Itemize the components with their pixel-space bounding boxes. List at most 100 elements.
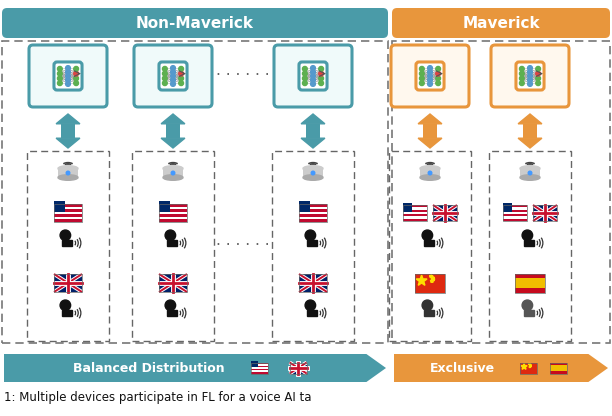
Circle shape xyxy=(162,76,167,81)
Bar xyxy=(289,362,307,374)
Circle shape xyxy=(171,66,176,70)
Bar xyxy=(61,124,75,138)
Bar xyxy=(550,362,567,374)
Bar xyxy=(503,212,527,214)
Circle shape xyxy=(428,78,433,82)
Text: · · · · · ·: · · · · · · xyxy=(216,69,270,84)
Circle shape xyxy=(171,78,176,82)
Bar xyxy=(299,214,327,217)
Bar xyxy=(515,278,545,288)
Bar xyxy=(423,124,437,138)
Circle shape xyxy=(58,71,62,76)
Circle shape xyxy=(428,66,433,70)
Bar xyxy=(54,207,82,209)
Bar xyxy=(515,273,545,292)
Polygon shape xyxy=(418,138,442,148)
Circle shape xyxy=(65,82,70,87)
Circle shape xyxy=(536,71,540,76)
Ellipse shape xyxy=(58,175,78,180)
Polygon shape xyxy=(161,114,185,124)
Bar xyxy=(533,205,557,221)
Circle shape xyxy=(179,71,184,76)
Bar xyxy=(403,212,427,214)
FancyBboxPatch shape xyxy=(416,62,444,90)
Circle shape xyxy=(66,171,70,175)
Bar xyxy=(503,205,527,207)
Circle shape xyxy=(302,71,307,76)
Bar xyxy=(252,367,269,369)
Circle shape xyxy=(65,66,70,70)
Circle shape xyxy=(171,69,176,74)
Polygon shape xyxy=(529,366,531,368)
Circle shape xyxy=(428,69,433,74)
Bar xyxy=(299,209,327,212)
Bar xyxy=(159,201,170,212)
Polygon shape xyxy=(307,240,316,246)
Bar xyxy=(159,207,187,209)
Circle shape xyxy=(520,67,524,71)
Circle shape xyxy=(162,71,167,76)
Circle shape xyxy=(305,300,316,311)
Bar xyxy=(289,362,307,374)
Circle shape xyxy=(171,74,176,78)
Text: Non-Maverick: Non-Maverick xyxy=(136,15,254,30)
FancyBboxPatch shape xyxy=(134,45,212,107)
Circle shape xyxy=(528,171,532,175)
Circle shape xyxy=(422,300,433,311)
Bar xyxy=(503,219,527,221)
Circle shape xyxy=(171,171,175,175)
Bar xyxy=(252,369,269,370)
Bar xyxy=(403,210,427,212)
Circle shape xyxy=(311,74,315,78)
Circle shape xyxy=(522,300,532,311)
Bar xyxy=(403,214,427,216)
Circle shape xyxy=(522,230,532,240)
Bar xyxy=(415,273,445,292)
Circle shape xyxy=(436,81,441,86)
Bar xyxy=(159,217,187,219)
Circle shape xyxy=(65,74,70,78)
Bar xyxy=(503,214,527,216)
Circle shape xyxy=(65,69,70,74)
Bar xyxy=(54,217,82,219)
Circle shape xyxy=(536,76,540,81)
Circle shape xyxy=(60,230,70,240)
Bar xyxy=(403,207,427,210)
Polygon shape xyxy=(430,279,434,282)
Bar xyxy=(2,41,388,343)
Bar xyxy=(27,151,109,341)
Bar xyxy=(392,41,610,343)
Bar xyxy=(54,219,82,222)
Circle shape xyxy=(165,230,176,240)
Bar xyxy=(252,366,269,367)
Circle shape xyxy=(311,66,315,70)
Circle shape xyxy=(311,171,315,175)
Polygon shape xyxy=(56,114,80,124)
Bar xyxy=(520,168,540,178)
Bar xyxy=(489,151,571,341)
Text: Balanced Distribution: Balanced Distribution xyxy=(73,362,225,374)
Ellipse shape xyxy=(163,166,183,171)
FancyBboxPatch shape xyxy=(2,8,388,38)
FancyBboxPatch shape xyxy=(274,45,352,107)
Circle shape xyxy=(528,82,532,87)
Bar xyxy=(54,212,82,214)
Circle shape xyxy=(422,230,433,240)
Circle shape xyxy=(520,81,524,86)
Bar xyxy=(299,212,327,214)
Circle shape xyxy=(319,76,324,81)
Circle shape xyxy=(165,300,176,311)
Polygon shape xyxy=(431,276,435,280)
FancyBboxPatch shape xyxy=(159,62,187,90)
FancyBboxPatch shape xyxy=(29,45,107,107)
Polygon shape xyxy=(424,240,434,246)
FancyBboxPatch shape xyxy=(299,62,327,90)
Circle shape xyxy=(428,82,433,87)
Circle shape xyxy=(179,67,184,71)
Polygon shape xyxy=(167,310,177,316)
Bar xyxy=(163,168,183,178)
Polygon shape xyxy=(418,114,442,124)
Circle shape xyxy=(58,67,62,71)
Circle shape xyxy=(536,81,540,86)
Bar xyxy=(54,274,82,292)
